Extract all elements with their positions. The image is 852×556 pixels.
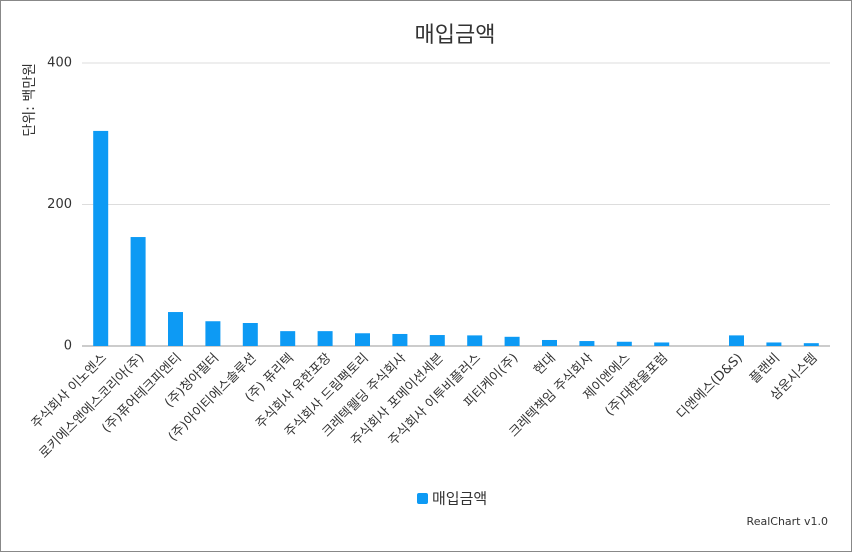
bar (130, 237, 146, 346)
y-tick-label: 400 (47, 56, 72, 71)
bar (242, 323, 258, 346)
bar (766, 342, 782, 346)
y-tick-label: 200 (47, 197, 72, 212)
bar (803, 343, 819, 346)
bar (654, 342, 670, 346)
bar (205, 321, 221, 346)
legend-label: 매입금액 (432, 490, 487, 508)
y-axis-label: 단위: 백만원 (22, 63, 38, 137)
bar (93, 130, 109, 346)
bar (392, 333, 408, 346)
bar (616, 341, 632, 346)
credit: RealChart v1.0 (747, 515, 828, 528)
bar (729, 335, 744, 346)
chart-title: 매입금액 (415, 23, 496, 48)
bar (429, 335, 445, 346)
legend-swatch (417, 493, 428, 504)
bar (467, 335, 483, 346)
y-tick-label: 0 (64, 339, 72, 354)
bar (317, 331, 333, 346)
bar (168, 312, 183, 346)
bar (355, 333, 370, 346)
bar (579, 341, 595, 346)
bar (542, 339, 557, 346)
bar (504, 336, 520, 346)
bar (280, 331, 296, 346)
